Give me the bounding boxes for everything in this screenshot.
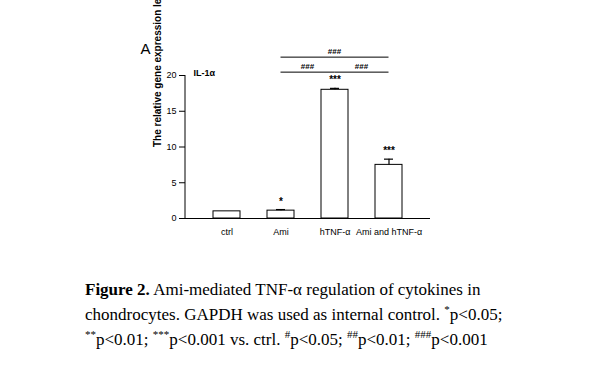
html-text:Figure 2. Ami-mediated TNF-α r: Figure 2. Ami-mediated TNF-α regulation … — [85, 280, 503, 324]
svg-text:10: 10 — [166, 142, 176, 152]
html-text:**p<0.01;***p<0.001 vs. ctrl.#: **p<0.01;***p<0.001 vs. ctrl.#p<0.05;##p… — [85, 328, 488, 349]
svg-text:***: *** — [329, 74, 341, 85]
svg-text:hTNF-α: hTNF-α — [320, 227, 351, 237]
svg-text:The relative gene expression l: The relative gene expression levels — [152, 0, 163, 147]
svg-text:Ami: Ami — [273, 227, 289, 237]
svg-text:15: 15 — [166, 106, 176, 116]
svg-text:###: ### — [355, 62, 369, 71]
svg-text:***: *** — [383, 145, 395, 156]
svg-text:IL-1α: IL-1α — [194, 68, 216, 78]
svg-text:*: * — [279, 196, 283, 207]
svg-text:ctrl: ctrl — [221, 227, 233, 237]
svg-text:A: A — [141, 40, 151, 57]
svg-text:5: 5 — [171, 178, 176, 188]
svg-text:###: ### — [301, 62, 315, 71]
svg-text:0: 0 — [171, 213, 176, 223]
svg-text:20: 20 — [166, 70, 176, 80]
svg-text:Ami and hTNF-α: Ami and hTNF-α — [356, 227, 422, 237]
svg-text:###: ### — [328, 47, 342, 56]
